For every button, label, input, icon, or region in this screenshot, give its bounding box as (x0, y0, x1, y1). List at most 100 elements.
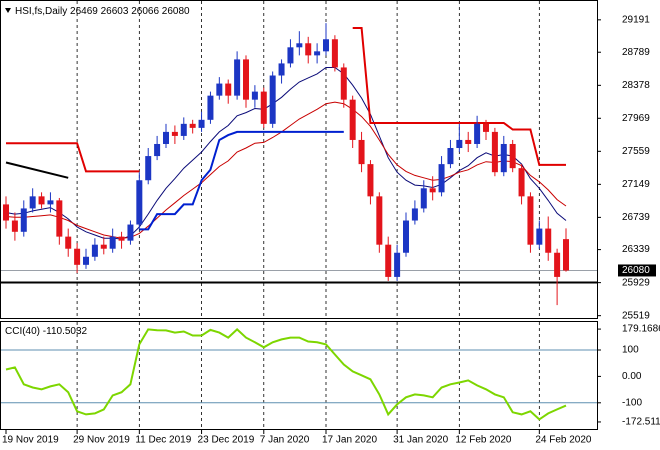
candle-body (483, 123, 489, 132)
candle-body (234, 59, 241, 96)
symbol: HSI,fs,Daily (15, 6, 67, 17)
overlay-line (5, 101, 567, 239)
candle-body (3, 204, 9, 221)
y-tick-label: 25929 (622, 277, 650, 288)
candle-body (260, 91, 267, 124)
y-tick-label: 27149 (622, 179, 650, 190)
candle-body (438, 164, 445, 193)
candle-body (47, 200, 54, 205)
cci-tick-label: 179.1686 (622, 324, 660, 335)
candle-body (349, 99, 356, 140)
candle-body (163, 131, 169, 144)
candle-body (287, 47, 294, 64)
candle-body (136, 180, 143, 225)
overlay-line (6, 27, 566, 173)
cci-tick-label: -172.511 (622, 417, 660, 428)
cci-tick-label: -100 (622, 397, 642, 408)
cci-tick-label: 0.00 (622, 371, 642, 382)
chart-header: HSI,fs,Daily 26469 26603 26066 26080 (15, 6, 190, 17)
candle-body (118, 236, 125, 241)
candle-body (127, 224, 134, 241)
candle-body (518, 168, 525, 197)
x-tick-label: 17 Jan 2020 (322, 435, 377, 446)
candle-body (91, 244, 98, 257)
candle-body (198, 119, 205, 128)
candle-body (83, 256, 89, 265)
candle-body (411, 208, 418, 221)
candle-body (500, 143, 507, 173)
candle-body (376, 196, 383, 245)
candle-body (465, 139, 472, 144)
candle-body (456, 139, 463, 149)
candle-body (323, 39, 329, 52)
candle-body (11, 220, 18, 232)
candle-body (278, 63, 285, 76)
candle-body (269, 75, 276, 124)
candle-body (394, 252, 401, 277)
cci-tick-label: 100 (622, 345, 639, 356)
candle-body (403, 220, 409, 253)
last-close: 26080 (162, 6, 190, 17)
y-tick-label: 25519 (622, 310, 650, 321)
candle-body (420, 188, 427, 209)
candle-body (314, 51, 321, 56)
candle-body (243, 59, 249, 100)
y-tick-label: 26739 (622, 212, 650, 223)
candle-body (385, 244, 392, 277)
candle-body (554, 252, 561, 277)
candle-body (563, 239, 569, 271)
cci-title: CCI(40) (5, 326, 40, 337)
y-tick-label: 28378 (622, 80, 650, 91)
cci-panel (0, 321, 598, 430)
candle-body (29, 196, 36, 209)
candle-body (545, 228, 552, 253)
candle-body (358, 139, 365, 165)
price-label-box (618, 264, 656, 277)
candle-body (207, 95, 214, 120)
candle-body (509, 143, 516, 169)
candle-body (367, 164, 374, 197)
candle-body (65, 236, 72, 249)
candle-body (180, 123, 187, 136)
trend-line (5, 161, 69, 179)
candle-body (429, 188, 436, 193)
candle-body (527, 196, 534, 245)
x-tick-label: 19 Nov 2019 (2, 435, 59, 446)
y-tick-label: 27559 (622, 146, 650, 157)
x-tick-label: 24 Feb 2020 (535, 435, 592, 446)
last-low: 26066 (131, 6, 159, 17)
header-arrow (5, 8, 11, 13)
candle-body (536, 228, 543, 245)
candle-body (109, 236, 116, 249)
last-open: 26469 (70, 6, 98, 17)
candle-body (251, 91, 258, 100)
candle-body (491, 131, 498, 173)
candle-body (216, 83, 223, 96)
candle-body (305, 43, 312, 56)
y-tick-label: 28789 (622, 47, 650, 58)
candle-body (100, 244, 107, 249)
candle-body (225, 83, 232, 96)
candle-body (189, 123, 196, 128)
y-tick-label: 27969 (622, 113, 650, 124)
candle-body (171, 131, 178, 136)
candle-body (474, 123, 481, 144)
candle-body (20, 208, 27, 232)
cci-header: CCI(40) -110.5032 (5, 326, 88, 337)
y-tick-label: 26339 (622, 244, 650, 255)
x-tick-label: 29 Nov 2019 (73, 435, 130, 446)
x-tick-label: 12 Feb 2020 (455, 435, 512, 446)
cci-value: -110.5032 (43, 326, 88, 337)
candle-body (340, 67, 347, 100)
candle-body (74, 248, 81, 265)
last-high: 26603 (101, 6, 129, 17)
candle-body (331, 39, 338, 68)
x-tick-label: 23 Dec 2019 (198, 435, 255, 446)
candle-body (296, 43, 303, 48)
cci-line (5, 328, 567, 421)
candle-body (56, 200, 63, 237)
y-tick-label: 29191 (622, 14, 650, 25)
candle-body (145, 156, 152, 181)
